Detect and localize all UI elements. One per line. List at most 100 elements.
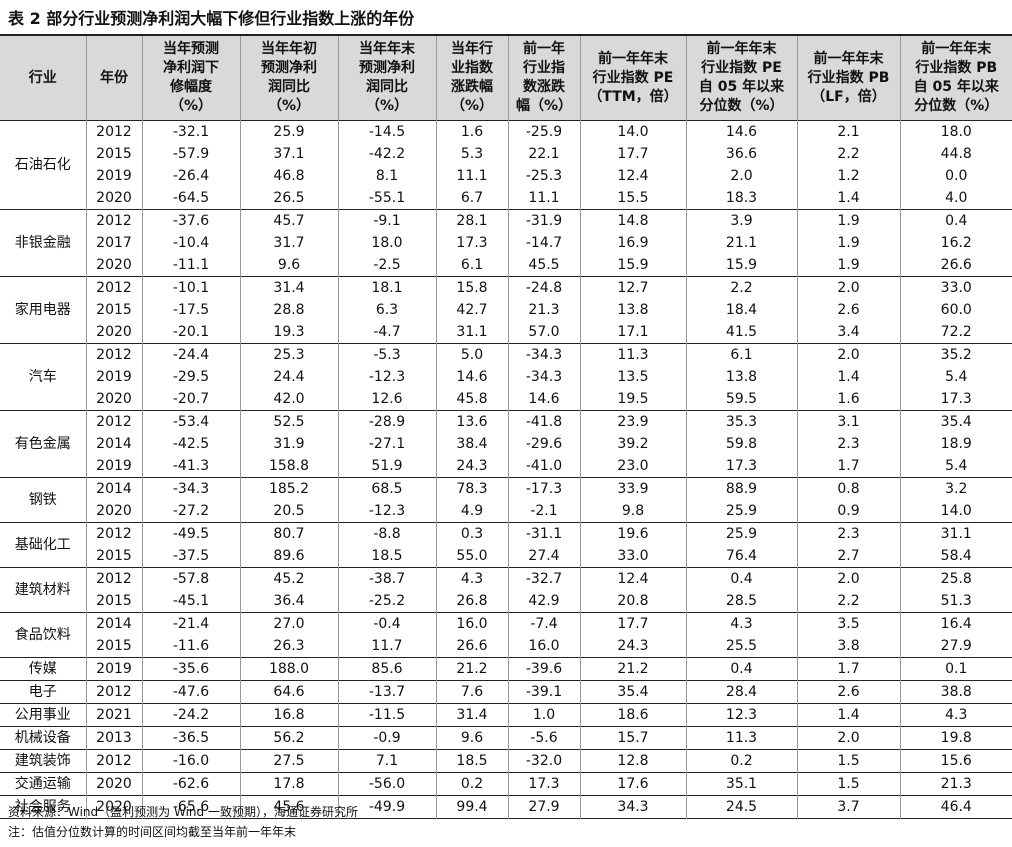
value-cell: 0.9 (796, 500, 900, 523)
value-cell: -34.3 (507, 366, 580, 388)
value-cell: -36.5 (141, 726, 240, 750)
value-cell: 11.1 (435, 165, 508, 187)
value-cell: 20.8 (579, 590, 686, 613)
top-rule (0, 34, 1012, 36)
value-cell: 1.5 (796, 749, 900, 773)
value-cell: 0.2 (685, 749, 797, 773)
value-cell: 31.7 (239, 232, 338, 254)
industry-name: 社会服务 (14, 799, 71, 815)
value-cell: -9.1 (337, 209, 436, 232)
value-cell: 3.1 (796, 410, 900, 433)
value-cell: 17.3 (685, 455, 797, 478)
value-cell: 17.3 (899, 388, 1012, 411)
value-cell: 18.0 (337, 232, 436, 254)
industry-name: 石油石化 (14, 157, 71, 173)
value-cell: 6.1 (435, 254, 508, 277)
table-row: 公用事业 2021 -24.2 16.8 -11.5 31.4 1.0 18.6 12.3 1.4… (0, 703, 1012, 727)
value-cell: 31.1 (899, 522, 1012, 545)
value-cell: 35.3 (685, 410, 797, 433)
year-cell: 2012 (85, 120, 142, 143)
value-cell: 2.6 (796, 680, 900, 704)
value-cell: -25.2 (337, 590, 436, 613)
value-cell: 34.3 (579, 795, 686, 819)
value-cell: 25.9 (685, 522, 797, 545)
value-cell: -37.5 (141, 545, 240, 568)
value-cell: -41.3 (141, 455, 240, 478)
value-cell: 1.0 (507, 703, 580, 727)
value-cell: 17.3 (435, 232, 508, 254)
value-cell: 46.8 (239, 165, 338, 187)
industry-name: 基础化工 (14, 537, 71, 553)
year-cell: 2020 (85, 500, 142, 523)
value-cell: -20.1 (141, 321, 240, 344)
value-cell: 1.9 (796, 254, 900, 277)
value-cell: 28.1 (435, 209, 508, 232)
table-row: 钢铁 2014 -34.3 185.2 68.5 78.3 -17.3 33.9 88.9 0.8… (0, 477, 1012, 508)
value-cell: 45.8 (435, 388, 508, 411)
value-cell: 88.9 (685, 477, 797, 500)
value-cell: 35.2 (899, 343, 1012, 366)
value-cell: -25.9 (507, 120, 580, 143)
value-cell: 42.9 (507, 590, 580, 613)
value-cell: 35.1 (685, 772, 797, 796)
value-cell: 19.5 (579, 388, 686, 411)
table-row: 2019 -41.3 158.8 51.9 24.3 -41.0 23.0 17.3 1.7 5.… (0, 455, 1012, 478)
value-cell: 28.8 (239, 299, 338, 321)
value-cell: 25.5 (685, 635, 797, 658)
column-header: 年份 (85, 36, 142, 121)
value-cell: 36.4 (239, 590, 338, 613)
value-cell: -34.3 (141, 477, 240, 500)
industry-name: 钢铁 (28, 492, 57, 508)
value-cell: 13.6 (435, 410, 508, 433)
value-cell: 15.9 (579, 254, 686, 277)
year-cell: 2019 (85, 657, 142, 681)
value-cell: 14.0 (579, 120, 686, 143)
value-cell: 2.3 (796, 433, 900, 455)
industry-name: 食品饮料 (14, 627, 71, 643)
value-cell: 1.7 (796, 455, 900, 478)
value-cell: 1.9 (796, 232, 900, 254)
value-cell: -42.2 (337, 143, 436, 165)
value-cell: 26.8 (435, 590, 508, 613)
year-cell: 2012 (85, 680, 142, 704)
value-cell: 25.9 (239, 120, 338, 143)
value-cell: 9.6 (435, 726, 508, 750)
column-header: 当年行 业指数 涨跌幅 （%） (435, 36, 508, 121)
table-row: 2019 -29.5 24.4 -12.3 14.6 -34.3 13.5 13.8 1.4 5.… (0, 366, 1012, 388)
year-cell: 2020 (85, 388, 142, 411)
value-cell: 3.7 (796, 795, 900, 819)
value-cell: 60.0 (899, 299, 1012, 321)
value-cell: -20.7 (141, 388, 240, 411)
value-cell: 33.0 (579, 545, 686, 568)
value-cell: 185.2 (239, 477, 338, 500)
value-cell: 3.5 (796, 612, 900, 635)
value-cell: 16.4 (899, 612, 1012, 635)
value-cell: 15.9 (685, 254, 797, 277)
value-cell: 26.6 (435, 635, 508, 658)
value-cell: 4.3 (685, 612, 797, 635)
value-cell: 24.5 (685, 795, 797, 819)
value-cell: 0.4 (899, 209, 1012, 232)
value-cell: 2.3 (796, 522, 900, 545)
year-cell: 2020 (85, 187, 142, 210)
value-cell: 19.6 (579, 522, 686, 545)
value-cell: -56.0 (337, 772, 436, 796)
value-cell: -12.3 (337, 366, 436, 388)
value-cell: -5.6 (507, 726, 580, 750)
value-cell: 38.8 (899, 680, 1012, 704)
value-cell: 14.6 (507, 388, 580, 411)
value-cell: -11.6 (141, 635, 240, 658)
value-cell: 4.3 (899, 703, 1012, 727)
value-cell: 16.9 (579, 232, 686, 254)
value-cell: 72.2 (899, 321, 1012, 344)
value-cell: 13.5 (579, 366, 686, 388)
value-cell: -14.7 (507, 232, 580, 254)
value-cell: -16.0 (141, 749, 240, 773)
header-row: 行业 年份 当年预测 净利润下 修幅度 （%） 当年年初 预测净利 润同比 （%） 当年年末 预测净利… (0, 36, 1012, 121)
value-cell: 8.1 (337, 165, 436, 187)
value-cell: -24.8 (507, 276, 580, 299)
year-cell: 2012 (85, 749, 142, 773)
column-header: 前一年年末 行业指数 PE 自 05 年以来 分位数（%） (685, 36, 797, 121)
industry-name: 机械设备 (14, 730, 71, 746)
